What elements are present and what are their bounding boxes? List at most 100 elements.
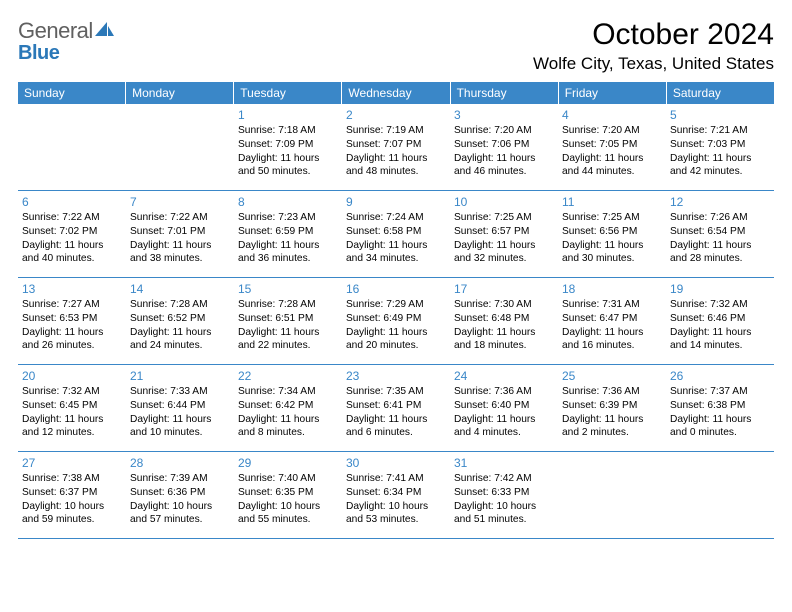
sunset-line: Sunset: 7:07 PM xyxy=(346,138,446,152)
daylight-line: Daylight: 10 hours and 57 minutes. xyxy=(130,500,230,528)
sunrise-line: Sunrise: 7:30 AM xyxy=(454,298,554,312)
sunset-line: Sunset: 6:34 PM xyxy=(346,486,446,500)
day-cell: 14Sunrise: 7:28 AMSunset: 6:52 PMDayligh… xyxy=(126,278,234,364)
daylight-line: Daylight: 10 hours and 59 minutes. xyxy=(22,500,122,528)
sunrise-line: Sunrise: 7:35 AM xyxy=(346,385,446,399)
sunrise-line: Sunrise: 7:32 AM xyxy=(22,385,122,399)
day-cell: 27Sunrise: 7:38 AMSunset: 6:37 PMDayligh… xyxy=(18,452,126,538)
calendar-page: General Blue October 2024 Wolfe City, Te… xyxy=(0,0,792,539)
sunset-line: Sunset: 6:38 PM xyxy=(670,399,770,413)
location: Wolfe City, Texas, United States xyxy=(533,54,774,74)
day-cell: 1Sunrise: 7:18 AMSunset: 7:09 PMDaylight… xyxy=(234,104,342,190)
day-cell xyxy=(558,452,666,538)
day-number: 9 xyxy=(346,194,446,210)
weekday-sat: Saturday xyxy=(667,82,774,104)
sunrise-line: Sunrise: 7:42 AM xyxy=(454,472,554,486)
day-number: 3 xyxy=(454,107,554,123)
day-cell: 23Sunrise: 7:35 AMSunset: 6:41 PMDayligh… xyxy=(342,365,450,451)
daylight-line: Daylight: 11 hours and 12 minutes. xyxy=(22,413,122,441)
day-number: 13 xyxy=(22,281,122,297)
sunset-line: Sunset: 6:45 PM xyxy=(22,399,122,413)
daylight-line: Daylight: 11 hours and 8 minutes. xyxy=(238,413,338,441)
day-cell: 7Sunrise: 7:22 AMSunset: 7:01 PMDaylight… xyxy=(126,191,234,277)
header: General Blue October 2024 Wolfe City, Te… xyxy=(18,18,774,74)
weekday-tue: Tuesday xyxy=(234,82,342,104)
daylight-line: Daylight: 10 hours and 53 minutes. xyxy=(346,500,446,528)
day-cell: 16Sunrise: 7:29 AMSunset: 6:49 PMDayligh… xyxy=(342,278,450,364)
daylight-line: Daylight: 11 hours and 38 minutes. xyxy=(130,239,230,267)
week-row: 1Sunrise: 7:18 AMSunset: 7:09 PMDaylight… xyxy=(18,104,774,191)
day-cell: 31Sunrise: 7:42 AMSunset: 6:33 PMDayligh… xyxy=(450,452,558,538)
sunrise-line: Sunrise: 7:18 AM xyxy=(238,124,338,138)
day-number: 5 xyxy=(670,107,770,123)
day-number: 31 xyxy=(454,455,554,471)
sunset-line: Sunset: 6:35 PM xyxy=(238,486,338,500)
day-cell: 11Sunrise: 7:25 AMSunset: 6:56 PMDayligh… xyxy=(558,191,666,277)
weekday-row: Sunday Monday Tuesday Wednesday Thursday… xyxy=(18,82,774,104)
sunrise-line: Sunrise: 7:32 AM xyxy=(670,298,770,312)
day-number: 6 xyxy=(22,194,122,210)
sunrise-line: Sunrise: 7:37 AM xyxy=(670,385,770,399)
daylight-line: Daylight: 11 hours and 32 minutes. xyxy=(454,239,554,267)
sunset-line: Sunset: 6:46 PM xyxy=(670,312,770,326)
weekday-fri: Friday xyxy=(559,82,667,104)
sunset-line: Sunset: 6:40 PM xyxy=(454,399,554,413)
daylight-line: Daylight: 10 hours and 55 minutes. xyxy=(238,500,338,528)
sunset-line: Sunset: 6:58 PM xyxy=(346,225,446,239)
day-number: 24 xyxy=(454,368,554,384)
logo-word1: General xyxy=(18,18,93,43)
sunrise-line: Sunrise: 7:21 AM xyxy=(670,124,770,138)
day-cell: 21Sunrise: 7:33 AMSunset: 6:44 PMDayligh… xyxy=(126,365,234,451)
daylight-line: Daylight: 11 hours and 18 minutes. xyxy=(454,326,554,354)
day-cell: 6Sunrise: 7:22 AMSunset: 7:02 PMDaylight… xyxy=(18,191,126,277)
sunset-line: Sunset: 7:03 PM xyxy=(670,138,770,152)
day-cell: 26Sunrise: 7:37 AMSunset: 6:38 PMDayligh… xyxy=(666,365,774,451)
daylight-line: Daylight: 11 hours and 42 minutes. xyxy=(670,152,770,180)
week-row: 27Sunrise: 7:38 AMSunset: 6:37 PMDayligh… xyxy=(18,452,774,539)
day-number: 1 xyxy=(238,107,338,123)
day-cell: 30Sunrise: 7:41 AMSunset: 6:34 PMDayligh… xyxy=(342,452,450,538)
day-cell: 10Sunrise: 7:25 AMSunset: 6:57 PMDayligh… xyxy=(450,191,558,277)
sunset-line: Sunset: 6:56 PM xyxy=(562,225,662,239)
sunset-line: Sunset: 6:49 PM xyxy=(346,312,446,326)
sunrise-line: Sunrise: 7:36 AM xyxy=(562,385,662,399)
day-cell: 5Sunrise: 7:21 AMSunset: 7:03 PMDaylight… xyxy=(666,104,774,190)
weekday-thu: Thursday xyxy=(451,82,559,104)
sunrise-line: Sunrise: 7:28 AM xyxy=(238,298,338,312)
weekday-mon: Monday xyxy=(126,82,234,104)
day-number: 10 xyxy=(454,194,554,210)
sunset-line: Sunset: 6:37 PM xyxy=(22,486,122,500)
day-number: 20 xyxy=(22,368,122,384)
sunrise-line: Sunrise: 7:33 AM xyxy=(130,385,230,399)
day-cell xyxy=(126,104,234,190)
daylight-line: Daylight: 11 hours and 6 minutes. xyxy=(346,413,446,441)
day-number: 30 xyxy=(346,455,446,471)
sunset-line: Sunset: 6:33 PM xyxy=(454,486,554,500)
day-cell: 4Sunrise: 7:20 AMSunset: 7:05 PMDaylight… xyxy=(558,104,666,190)
calendar: Sunday Monday Tuesday Wednesday Thursday… xyxy=(18,82,774,539)
day-cell: 3Sunrise: 7:20 AMSunset: 7:06 PMDaylight… xyxy=(450,104,558,190)
daylight-line: Daylight: 11 hours and 2 minutes. xyxy=(562,413,662,441)
daylight-line: Daylight: 11 hours and 16 minutes. xyxy=(562,326,662,354)
daylight-line: Daylight: 11 hours and 26 minutes. xyxy=(22,326,122,354)
sunrise-line: Sunrise: 7:24 AM xyxy=(346,211,446,225)
daylight-line: Daylight: 11 hours and 46 minutes. xyxy=(454,152,554,180)
sunset-line: Sunset: 6:41 PM xyxy=(346,399,446,413)
day-cell: 20Sunrise: 7:32 AMSunset: 6:45 PMDayligh… xyxy=(18,365,126,451)
sunrise-line: Sunrise: 7:22 AM xyxy=(130,211,230,225)
daylight-line: Daylight: 11 hours and 10 minutes. xyxy=(130,413,230,441)
sunrise-line: Sunrise: 7:31 AM xyxy=(562,298,662,312)
day-cell: 22Sunrise: 7:34 AMSunset: 6:42 PMDayligh… xyxy=(234,365,342,451)
day-cell: 8Sunrise: 7:23 AMSunset: 6:59 PMDaylight… xyxy=(234,191,342,277)
daylight-line: Daylight: 11 hours and 14 minutes. xyxy=(670,326,770,354)
day-cell: 29Sunrise: 7:40 AMSunset: 6:35 PMDayligh… xyxy=(234,452,342,538)
logo-word2: Blue xyxy=(18,42,115,65)
sunset-line: Sunset: 6:57 PM xyxy=(454,225,554,239)
day-number: 14 xyxy=(130,281,230,297)
day-number: 21 xyxy=(130,368,230,384)
sunset-line: Sunset: 6:47 PM xyxy=(562,312,662,326)
month-title: October 2024 xyxy=(533,18,774,52)
day-number: 19 xyxy=(670,281,770,297)
sunset-line: Sunset: 6:52 PM xyxy=(130,312,230,326)
day-cell: 15Sunrise: 7:28 AMSunset: 6:51 PMDayligh… xyxy=(234,278,342,364)
